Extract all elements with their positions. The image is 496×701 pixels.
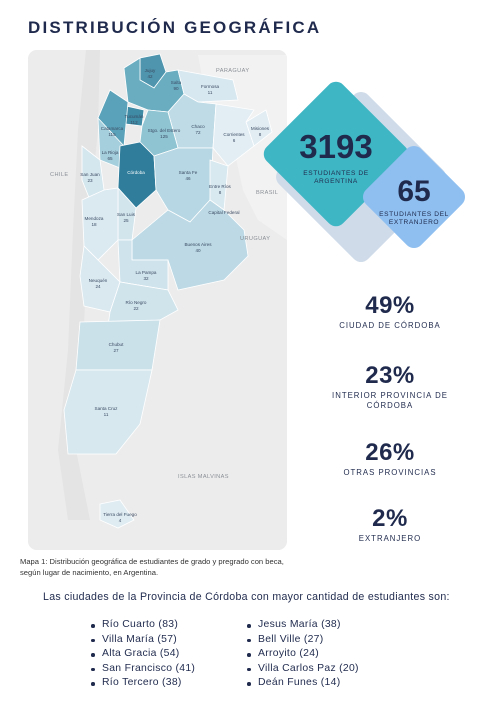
svg-text:8: 8 [219, 190, 222, 195]
svg-text:Salta: Salta [171, 80, 182, 85]
page-title: DISTRIBUCIÓN GEOGRÁFICA [28, 18, 322, 37]
svg-text:Misiones: Misiones [251, 126, 270, 131]
svg-text:Río Negro: Río Negro [126, 300, 147, 305]
svg-text:65: 65 [107, 156, 113, 161]
svg-text:San Juan: San Juan [80, 172, 100, 177]
svg-text:Tierra del Fuego: Tierra del Fuego [103, 512, 137, 517]
cities-intro: Las ciudades de la Provincia de Córdoba … [43, 591, 450, 603]
svg-text:La Rioja: La Rioja [102, 150, 119, 155]
list-item: Villa María (57) [90, 633, 195, 648]
svg-text:72: 72 [195, 130, 201, 135]
argentina-label: ESTUDIANTES DE ARGENTINA [303, 170, 369, 185]
pct-value: 23% [365, 362, 415, 389]
pct-cordoba-interior: 23% INTERIOR PROVINCIA DE CÓRDOBA [300, 362, 480, 411]
svg-text:Santa Fe: Santa Fe [179, 170, 198, 175]
pct-other-provinces: 26% OTRAS PROVINCIAS [300, 439, 480, 478]
map-country-paraguay: PARAGUAY [216, 68, 249, 74]
svg-text:Stgo. del Estero: Stgo. del Estero [148, 128, 181, 133]
map-country-malvinas: ISLAS MALVINAS [178, 474, 229, 480]
pct-cordoba-city: 49% CIUDAD DE CÓRDOBA [300, 292, 480, 331]
pct-abroad: 2% EXTRANJERO [300, 505, 480, 544]
svg-text:Chubut: Chubut [109, 342, 125, 347]
val-jujuy: 42 [147, 74, 153, 79]
svg-text:115: 115 [108, 132, 116, 137]
svg-text:8: 8 [259, 132, 262, 137]
map-country-chile: CHILE [50, 172, 68, 178]
list-item: Río Cuarto (83) [90, 618, 195, 633]
list-item: Deán Funes (14) [246, 676, 359, 691]
svg-text:Corrientes: Corrientes [223, 132, 245, 137]
svg-text:Santa Cruz: Santa Cruz [95, 406, 119, 411]
svg-text:112: 112 [130, 120, 138, 125]
pct-label: INTERIOR PROVINCIA DE CÓRDOBA [332, 391, 448, 410]
svg-text:Catamarca: Catamarca [101, 126, 124, 131]
svg-text:46: 46 [185, 176, 191, 181]
svg-text:27: 27 [113, 348, 119, 353]
svg-text:Capital Federal: Capital Federal [208, 210, 239, 215]
map-country-brasil: BRASIL [256, 190, 278, 196]
pct-value: 2% [372, 505, 408, 532]
svg-text:11: 11 [208, 90, 213, 95]
pct-value: 49% [365, 292, 415, 319]
svg-text:Chaco: Chaco [191, 124, 205, 129]
cities-list-left: Río Cuarto (83) Villa María (57) Alta Gr… [90, 618, 195, 691]
list-item: Arroyito (24) [246, 647, 359, 662]
svg-text:Entre Ríos: Entre Ríos [209, 184, 231, 189]
list-item: Jesus María (38) [246, 618, 359, 633]
pct-value: 26% [365, 439, 415, 466]
list-item: Río Tercero (38) [90, 676, 195, 691]
list-item: San Francisco (41) [90, 662, 195, 677]
svg-text:Neuquén: Neuquén [89, 278, 108, 283]
argentina-count: 3193 [299, 128, 373, 165]
svg-text:Jujuy: Jujuy [145, 68, 156, 73]
list-item: Alta Gracia (54) [90, 647, 195, 662]
svg-text:23: 23 [87, 178, 93, 183]
pct-label: CIUDAD DE CÓRDOBA [339, 321, 441, 330]
svg-text:125: 125 [160, 134, 168, 139]
cities-list-right: Jesus María (38) Bell Ville (27) Arroyit… [246, 618, 359, 691]
svg-text:11: 11 [104, 412, 109, 417]
svg-text:22: 22 [133, 306, 139, 311]
svg-text:Tucumán: Tucumán [125, 114, 144, 119]
svg-text:San Luis: San Luis [117, 212, 136, 217]
svg-text:4: 4 [119, 518, 122, 523]
svg-text:Córdoba: Córdoba [127, 170, 145, 175]
list-item: Bell Ville (27) [246, 633, 359, 648]
map-svg: Jujuy Salta Formosa Chaco Misiones Tucum… [28, 50, 287, 550]
svg-text:32: 32 [143, 276, 149, 281]
map-country-uruguay: URUGUAY [240, 236, 270, 242]
svg-text:90: 90 [173, 86, 179, 91]
extranjero-count: 65 [397, 175, 431, 208]
svg-text:Formosa: Formosa [201, 84, 220, 89]
province-tdf [99, 499, 135, 529]
extranjero-label: ESTUDIANTES DEL EXTRANJERO [379, 211, 449, 226]
province-santacruz [63, 369, 153, 455]
list-item: Villa Carlos Paz (20) [246, 662, 359, 677]
svg-text:Buenos Aires: Buenos Aires [184, 242, 212, 247]
svg-text:24: 24 [95, 284, 101, 289]
svg-text:6: 6 [233, 138, 236, 143]
svg-text:25: 25 [123, 218, 129, 223]
svg-text:Mendoza: Mendoza [85, 216, 104, 221]
province-formosa [177, 69, 239, 103]
svg-text:La Pampa: La Pampa [136, 270, 157, 275]
map-caption: Mapa 1: Distribución geográfica de estud… [20, 557, 284, 577]
pct-label: OTRAS PROVINCIAS [343, 468, 437, 477]
svg-text:18: 18 [91, 222, 97, 227]
svg-text:40: 40 [195, 248, 201, 253]
pct-label: EXTRANJERO [358, 534, 422, 543]
argentina-map: Jujuy Salta Formosa Chaco Misiones Tucum… [28, 50, 287, 550]
